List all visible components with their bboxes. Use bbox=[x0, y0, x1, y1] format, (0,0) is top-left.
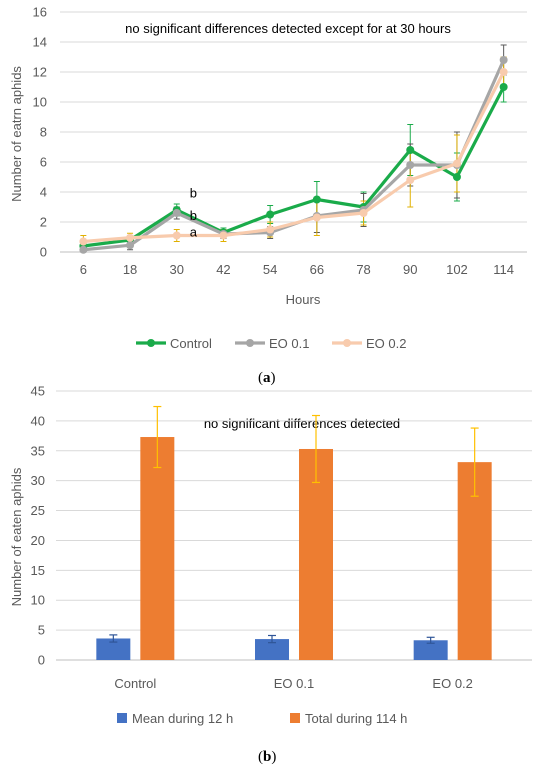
chart-a-y-tick-label: 0 bbox=[40, 245, 47, 260]
bar-chart-panel-b: no significant differences detected Numb… bbox=[9, 384, 532, 726]
chart-b-bar-1 bbox=[255, 639, 289, 660]
chart-a-series bbox=[79, 56, 508, 254]
chart-a-data-point bbox=[312, 195, 321, 204]
chart-a-annotations: bba bbox=[190, 186, 198, 240]
chart-a-data-point bbox=[172, 231, 181, 240]
chart-b-legend: Mean during 12 h Total during 114 h bbox=[117, 711, 407, 726]
chart-b-gridlines bbox=[56, 390, 532, 661]
chart-a-x-axis-label: Hours bbox=[286, 292, 321, 307]
chart-a-y-tick-label: 12 bbox=[33, 65, 47, 80]
chart-b-y-tick-label: 0 bbox=[38, 653, 45, 668]
chart-b-error-bars bbox=[109, 405, 479, 644]
chart-a-data-point bbox=[266, 210, 275, 219]
line-chart-panel-a: no significant differences detected exce… bbox=[9, 5, 527, 351]
chart-a-legend-label: EO 0.2 bbox=[366, 336, 406, 351]
chart-a-y-tick-label: 10 bbox=[33, 95, 47, 110]
chart-a-data-point bbox=[406, 146, 415, 154]
chart-a-data-point bbox=[359, 209, 368, 217]
chart-b-x-ticks: Control EO 0.1 EO 0.2 bbox=[114, 676, 473, 691]
chart-a-data-point bbox=[499, 68, 508, 76]
chart-b-bar-1 bbox=[96, 638, 131, 660]
chart-b-bar-1 bbox=[413, 640, 448, 660]
chart-b-y-tick-label: 35 bbox=[31, 443, 45, 458]
chart-a-data-point bbox=[79, 245, 88, 254]
chart-b-y-tick-label: 25 bbox=[31, 503, 45, 518]
panel-b-letter: b bbox=[263, 749, 272, 765]
chart-b-y-tick-label: 45 bbox=[31, 384, 45, 399]
chart-a-data-point bbox=[266, 225, 275, 234]
chart-a-error-bars bbox=[80, 44, 507, 253]
chart-a-gridlines bbox=[60, 11, 527, 253]
chart-a-legend-marker bbox=[343, 339, 351, 347]
chart-a-data-point bbox=[499, 56, 508, 64]
chart-a-x-tick-label: 30 bbox=[170, 262, 184, 277]
chart-b-y-tick-label: 10 bbox=[31, 593, 45, 608]
chart-b-legend-label: Mean during 12 h bbox=[132, 711, 233, 726]
chart-a-title: no significant differences detected exce… bbox=[125, 21, 451, 36]
chart-a-legend-label: EO 0.1 bbox=[269, 336, 309, 351]
chart-a-data-point bbox=[499, 83, 508, 91]
chart-a-y-ticks: 0 2 4 6 8 10 12 14 16 bbox=[33, 5, 47, 260]
chart-a-y-axis-label: Number of eatrn aphids bbox=[9, 66, 24, 202]
chart-a-legend-label: Control bbox=[170, 336, 212, 351]
chart-a-y-tick-label: 6 bbox=[40, 155, 47, 170]
chart-a-data-point bbox=[312, 213, 321, 222]
chart-a-x-tick-label: 42 bbox=[216, 262, 230, 277]
chart-a-y-tick-label: 14 bbox=[33, 35, 47, 50]
chart-a-x-tick-label: 90 bbox=[403, 262, 417, 277]
chart-a-x-tick-label: 54 bbox=[263, 262, 277, 277]
chart-b-y-tick-label: 30 bbox=[31, 473, 45, 488]
chart-b-bar-2 bbox=[299, 448, 333, 660]
chart-b-bars bbox=[96, 437, 492, 660]
chart-b-title: no significant differences detected bbox=[204, 416, 400, 431]
chart-a-data-point bbox=[126, 241, 135, 250]
chart-a-x-tick-label: 18 bbox=[123, 262, 137, 277]
chart-a-data-point bbox=[219, 231, 228, 240]
chart-a-series-line-3 bbox=[83, 71, 506, 244]
chart-a-x-tick-label: 66 bbox=[310, 262, 324, 277]
panel-b-label: (b) bbox=[258, 749, 277, 765]
chart-a-data-point bbox=[406, 176, 415, 184]
chart-b-y-tick-label: 20 bbox=[31, 533, 45, 548]
chart-b-y-tick-label: 5 bbox=[38, 623, 45, 638]
chart-b-x-tick-label: EO 0.1 bbox=[274, 676, 314, 691]
chart-a-y-tick-label: 16 bbox=[33, 5, 47, 20]
chart-a-series-line-2 bbox=[83, 59, 506, 252]
chart-a-x-tick-label: 114 bbox=[493, 262, 514, 277]
chart-a-data-point bbox=[79, 237, 88, 246]
chart-b-y-tick-label: 40 bbox=[31, 413, 45, 428]
panel-a-label: (a) bbox=[258, 370, 276, 386]
chart-a-annotation: b bbox=[190, 186, 197, 201]
chart-a-data-point bbox=[406, 161, 415, 169]
panel-a-letter: a bbox=[263, 370, 271, 386]
chart-a-x-ticks: 6 18 30 42 54 66 78 90 102 114 bbox=[80, 262, 514, 277]
chart-a-legend: Control EO 0.1 EO 0.2 bbox=[136, 336, 406, 351]
chart-a-annotation: b bbox=[190, 208, 197, 223]
chart-a-data-point bbox=[172, 209, 181, 217]
chart-a-y-tick-label: 8 bbox=[40, 125, 47, 140]
chart-a-legend-marker bbox=[147, 339, 155, 347]
chart-a-x-tick-label: 6 bbox=[80, 262, 87, 277]
chart-b-x-tick-label: EO 0.2 bbox=[432, 676, 472, 691]
chart-a-x-tick-label: 78 bbox=[356, 262, 370, 277]
chart-b-y-tick-label: 15 bbox=[31, 563, 45, 578]
chart-a-legend-marker bbox=[246, 339, 254, 347]
chart-b-y-ticks: 0 5 10 15 20 25 30 35 40 45 bbox=[31, 384, 45, 668]
chart-b-x-tick-label: Control bbox=[114, 676, 156, 691]
chart-b-bar-2 bbox=[140, 437, 175, 660]
chart-b-legend-swatch bbox=[117, 713, 127, 723]
chart-a-data-point bbox=[452, 173, 461, 181]
chart-a-data-point bbox=[452, 159, 461, 168]
chart-b-legend-label: Total during 114 h bbox=[305, 711, 407, 726]
chart-a-y-tick-label: 4 bbox=[40, 185, 47, 200]
chart-a-y-tick-label: 2 bbox=[40, 215, 47, 230]
chart-a-annotation: a bbox=[190, 225, 198, 240]
chart-b-y-axis-label: Number of eaten aphids bbox=[9, 467, 24, 606]
chart-a-data-point bbox=[126, 233, 135, 242]
chart-a-x-tick-label: 102 bbox=[446, 262, 468, 277]
chart-b-legend-swatch bbox=[290, 713, 300, 723]
